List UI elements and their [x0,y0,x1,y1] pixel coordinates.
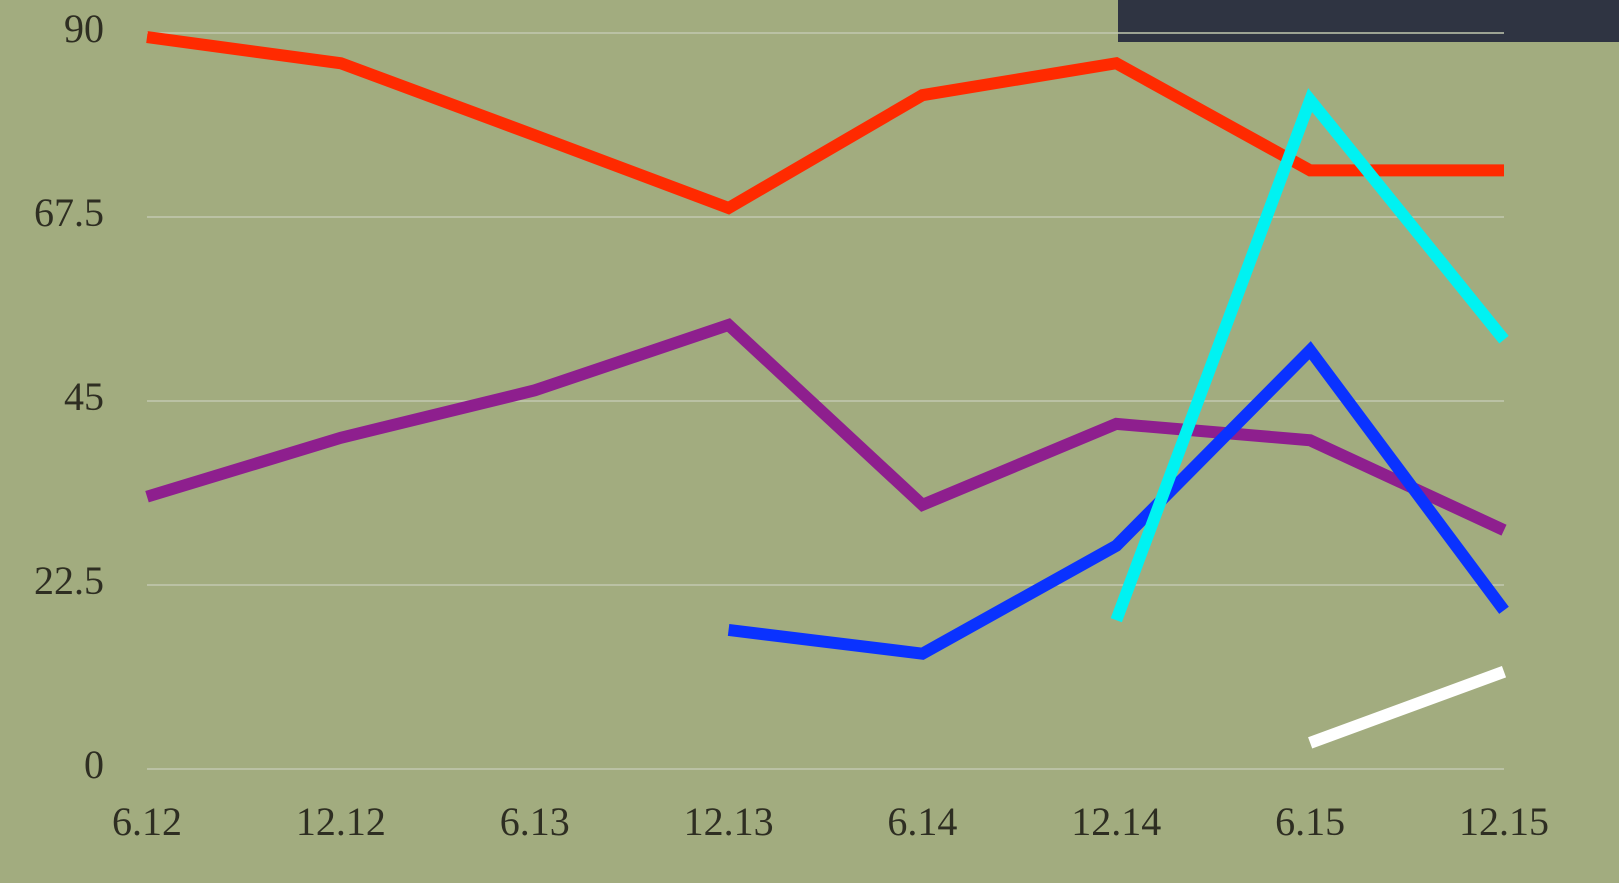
x-tick-label: 6.13 [500,799,570,844]
photo-fragment [1118,0,1619,42]
x-tick-label: 6.12 [112,799,182,844]
y-tick-label: 0 [84,742,104,787]
chart: 0 22.5 45 67.5 90 6.12 12.12 6.13 12.13 6.14 12.14… [0,0,1619,883]
y-tick-label: 67.5 [34,190,104,235]
y-tick-label: 45 [64,374,104,419]
x-tick-label: 12.14 [1071,799,1161,844]
x-tick-label: 12.13 [684,799,774,844]
y-tick-label: 90 [64,6,104,51]
x-tick-label: 6.14 [887,799,957,844]
x-tick-label: 12.15 [1459,799,1549,844]
y-tick-label: 22.5 [34,558,104,603]
x-tick-label: 6.15 [1275,799,1345,844]
x-tick-label: 12.12 [296,799,386,844]
